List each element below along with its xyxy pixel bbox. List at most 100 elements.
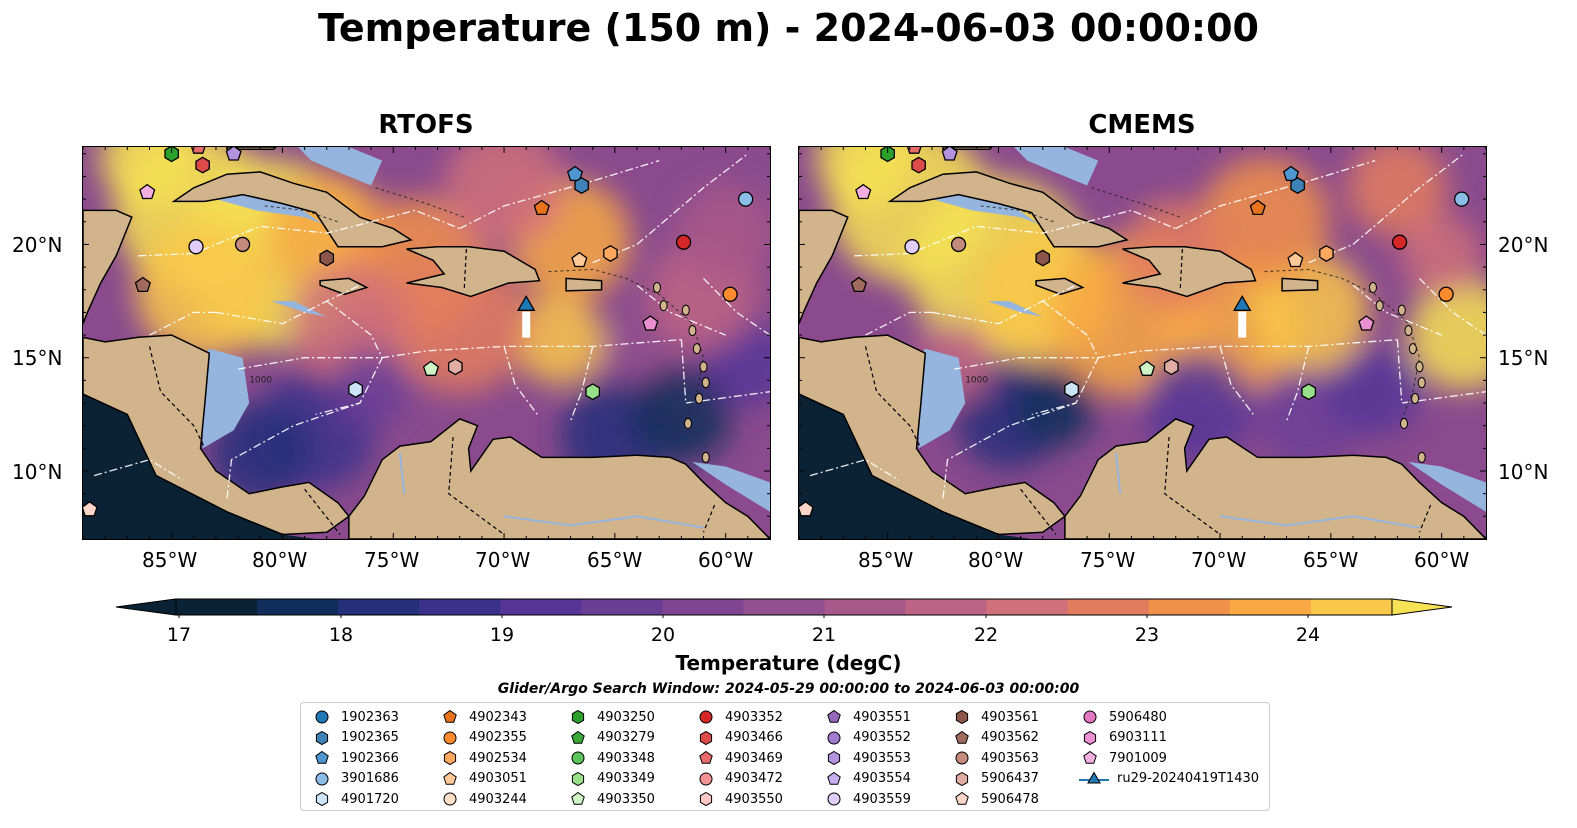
colorbar-tick: 22 [973, 624, 999, 646]
legend-marker-icon [699, 730, 713, 745]
float-marker [1064, 381, 1079, 398]
colorbar-segment [581, 599, 663, 615]
legend-item: 4903553 [823, 748, 911, 768]
legend-label: 4902343 [469, 709, 527, 725]
legend-label: 4902355 [469, 730, 527, 745]
colorbar-tick: 19 [489, 624, 515, 646]
rtofs-panel-title: RTOFS [378, 110, 474, 140]
float-marker [642, 315, 659, 331]
legend-marker-icon [827, 731, 841, 744]
legend-item: 4903559 [823, 789, 911, 809]
legend-item: 4903472 [695, 769, 783, 789]
legend-item: 4903562 [951, 728, 1039, 748]
float-marker [574, 177, 589, 194]
legend-item: 4902343 [439, 707, 527, 727]
float-marker [1249, 199, 1266, 216]
glider-legend-icon [1079, 771, 1109, 783]
colorbar-segment [986, 599, 1069, 615]
legend-marker-icon [571, 730, 585, 744]
float-marker [722, 286, 738, 302]
colorbar-segment [662, 599, 744, 615]
float-marker [188, 239, 204, 255]
legend: 1902363 1902365 1902366 3901686 4901720 49023… [300, 702, 1270, 811]
lat-tick: 20°N [12, 233, 63, 257]
float-marker [164, 147, 179, 163]
float-marker [1391, 234, 1408, 250]
colorbar-title: Temperature (degC) [675, 651, 902, 675]
lon-tick: 70°W [1191, 548, 1247, 572]
legend-item: 5906478 [951, 789, 1039, 809]
float-marker [1438, 286, 1454, 302]
float-marker [566, 165, 584, 182]
glider-track [522, 311, 531, 338]
legend-item: 4903051 [439, 769, 527, 789]
legend-label: ru29-20240419T1430 [1117, 771, 1260, 786]
float-marker [1282, 165, 1300, 182]
float-marker [1358, 315, 1375, 331]
float-marker [1290, 177, 1305, 194]
lon-tick: 85°W [142, 548, 198, 572]
legend-item: 4903352 [695, 707, 783, 727]
colorbar-segment [1310, 599, 1393, 615]
legend-label: 4903559 [853, 791, 911, 807]
lat-tick: 20°N [1498, 233, 1549, 257]
float-marker [675, 234, 692, 250]
float-marker [319, 249, 335, 267]
colorbar-segment [338, 599, 420, 615]
legend-item: 4903279 [567, 728, 655, 748]
legend-marker-icon [443, 731, 457, 744]
legend-item: 5906437 [951, 769, 1039, 789]
float-marker [799, 500, 814, 517]
float-marker [941, 147, 958, 161]
legend-label: 4903244 [469, 791, 527, 807]
colorbar-segment [1148, 599, 1231, 615]
legend-item: 4903552 [823, 728, 911, 748]
rtofs-map: 1000 [82, 146, 771, 540]
float-marker [1138, 360, 1156, 376]
legend-marker-icon [571, 751, 585, 765]
glider-track [1238, 311, 1247, 338]
legend-label: 4903472 [725, 771, 783, 786]
legend-label: 4902534 [469, 750, 527, 766]
colorbar-tick: 24 [1295, 624, 1321, 646]
legend-label: 4903352 [725, 709, 783, 725]
rtofs-map-canvas: 1000 [83, 147, 770, 539]
legend-marker-icon [699, 791, 713, 807]
float-marker [225, 147, 242, 161]
float-marker [1163, 358, 1179, 376]
legend-item: 4903350 [567, 789, 655, 809]
legend-label: 4903349 [597, 771, 655, 786]
colorbar-tick: 17 [166, 624, 192, 646]
lat-tick: 10°N [12, 460, 63, 484]
legend-item: 4903469 [695, 748, 783, 768]
legend-label: 1902366 [341, 750, 399, 766]
float-marker [880, 147, 895, 163]
legend-item: 1902365 [311, 728, 399, 748]
legend-marker-icon [315, 791, 329, 807]
lon-tick: 75°W [1080, 548, 1136, 572]
legend-item: ru29-20240419T1430 [1079, 769, 1259, 789]
float-marker [83, 500, 98, 517]
colorbar-tick: 18 [328, 624, 354, 646]
legend-marker-icon [1083, 710, 1097, 724]
legend-label: 5906480 [1109, 709, 1167, 725]
legend-label: 4903469 [725, 750, 783, 766]
float-marker [603, 245, 618, 262]
legend-label: 4903350 [597, 791, 655, 807]
legend-marker-icon [443, 709, 457, 723]
legend-marker-icon [1083, 730, 1097, 745]
legend-label: 3901686 [341, 771, 399, 786]
legend-marker-icon [955, 730, 969, 744]
float-marker [447, 358, 463, 376]
legend-item: 3901686 [311, 769, 399, 789]
lat-tick: 15°N [12, 346, 63, 370]
cmems-map-canvas: 1000 [799, 147, 1486, 539]
colorbar-bar [115, 598, 1453, 619]
lon-tick: 60°W [698, 548, 754, 572]
colorbar-segment [824, 599, 907, 615]
legend-item: 4902534 [439, 748, 527, 768]
float-marker [1453, 191, 1470, 207]
isobath-label: 1000 [249, 376, 272, 386]
colorbar [115, 596, 1453, 622]
legend-marker-icon [443, 771, 457, 785]
